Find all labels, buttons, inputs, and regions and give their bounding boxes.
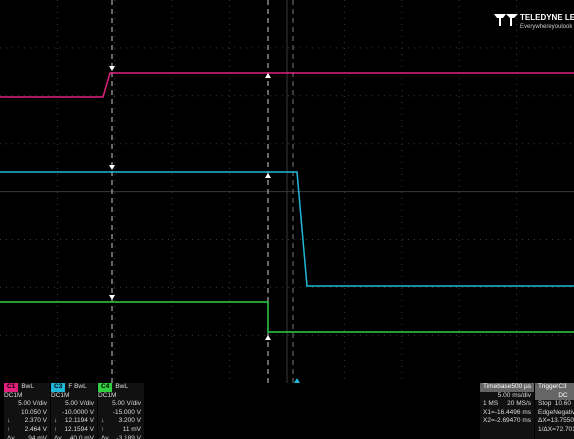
row-label: X1= (483, 408, 495, 416)
trace-c1 (0, 72, 574, 98)
row-value: 10.60 (554, 400, 571, 408)
row-value: Negative (553, 408, 574, 416)
channel-row: 5.00 V/div (98, 400, 144, 409)
trace-c3 (0, 171, 574, 287)
row-value: -16.4496 ms (494, 408, 531, 416)
channel-header: C4 BwL DC1M (98, 383, 144, 400)
row-label: Δy (7, 434, 15, 439)
channel-row: ↑ 2.464 V (4, 426, 50, 435)
row-value: 20 MS/s (507, 400, 531, 408)
row-value: -10.0000 V (62, 408, 94, 416)
row-label: ↓ (7, 417, 11, 425)
timebase-row: X1= -16.4496 ms (480, 409, 534, 418)
trace-c4 (0, 301, 574, 333)
channel-row: ↓ 2.370 V (4, 417, 50, 426)
row-label: ↓ (54, 417, 58, 425)
trigger-value: C3 DC (558, 383, 568, 399)
trigger-title: Trigger (538, 383, 559, 390)
logo-brand: TELEDYNE LECROY (520, 13, 574, 22)
row-value: 12.1194 V (64, 417, 94, 425)
row-label: ↓ (101, 417, 105, 425)
channel-header: C1 BwL DC1M (4, 383, 50, 400)
row-label: Edge (538, 408, 554, 416)
trigger-row: EdgeNegative (535, 409, 574, 418)
row-label: ↑ (54, 425, 58, 433)
row-value: -15.000 V (112, 408, 141, 416)
row-label: 1/ΔX= (538, 425, 556, 433)
channel-row: ↓ 3.200 V (98, 417, 144, 426)
row-value: -2.69470 ms (494, 417, 531, 425)
timebase-row: X2= -2.69470 ms (480, 417, 534, 426)
row-value: 5.00 ms/div (497, 391, 531, 399)
timebase-header: Timebase 500 µs (480, 383, 534, 392)
channel-row: ↑ 11 mV (98, 426, 144, 435)
row-label: 1 MS (483, 400, 499, 408)
row-label: X2= (483, 417, 495, 425)
row-value: 2.370 V (24, 417, 47, 425)
row-value: 3.200 V (118, 417, 141, 425)
channel-row: 5.00 V/div (51, 400, 97, 409)
channel-panel: C1 BwL DC1M 5.00 V/div 10.050 V ↓ 2.370 V ↑ 2.4… (4, 383, 50, 439)
timebase-panel: Timebase 500 µs 5.00 ms/div 1 MS 20 MS/s X1= -… (480, 383, 534, 439)
row-label: ↑ (7, 425, 11, 433)
row-label: Δy (54, 434, 62, 439)
channel-setup: BwL DC1M (4, 383, 34, 399)
trigger-header: Trigger C3 DC (535, 383, 574, 401)
timebase-row: 1 MS 20 MS/s (480, 400, 534, 409)
channel-row: -15.000 V (98, 409, 144, 418)
row-value: 5.00 V/div (65, 400, 94, 408)
channel-badge: C4 (98, 383, 113, 392)
trigger-marker (294, 378, 300, 383)
channel-row: Δy 94 mV (4, 435, 50, 439)
grid (0, 0, 574, 383)
channel-row: Δy -3.189 V (98, 435, 144, 439)
row-label: Stop (538, 400, 552, 408)
timebase-title: Timebase (483, 383, 512, 390)
channel-setup: BwL DC1M (98, 383, 128, 399)
row-value: 11 mV (122, 425, 141, 433)
trigger-row: 1/ΔX=72.7011 H (535, 426, 574, 435)
channel-header: C3 F BwL DC1M (51, 383, 97, 400)
row-label: ↑ (101, 425, 105, 433)
row-label: Δy (101, 434, 109, 439)
channel-row: ↑ 12.1594 V (51, 426, 97, 435)
logo-slogan: Everywhereyoulook (520, 24, 573, 30)
timebase-row: 5.00 ms/div (480, 392, 534, 401)
channel-badge: C1 (4, 383, 19, 392)
timebase-value: 500 µs (511, 383, 531, 390)
trigger-row: Stop 10.60 (535, 400, 574, 409)
channel-row: 5.00 V/div (4, 400, 50, 409)
row-value: 5.00 V/div (112, 400, 141, 408)
row-value: 40.0 mV (69, 434, 94, 439)
row-label: ΔX= (538, 417, 551, 425)
row-value: 72.7011 H (555, 425, 574, 433)
trigger-row: ΔX=13.7550 m (535, 417, 574, 426)
channel-badge: C3 (51, 383, 66, 392)
row-value: 94 mV (28, 434, 47, 439)
row-value: 13.7550 m (550, 417, 574, 425)
row-value: 2.464 V (24, 425, 47, 433)
channel-row: -10.0000 V (51, 409, 97, 418)
row-value: 5.00 V/div (18, 400, 47, 408)
waveform-display: TELEDYNE LECROY Everywhereyoulook (0, 0, 574, 383)
row-value: 10.050 V (20, 408, 47, 416)
channel-row: 10.050 V (4, 409, 50, 418)
channel-setup: F BwL DC1M (51, 383, 87, 399)
cursor-markers (109, 66, 271, 340)
channel-row: ↓ 12.1194 V (51, 417, 97, 426)
channel-row: Δy 40.0 mV (51, 435, 97, 439)
logo: TELEDYNE LECROY Everywhereyoulook (494, 13, 574, 30)
row-value: -3.189 V (116, 434, 141, 439)
row-value: 12.1594 V (64, 425, 94, 433)
channel-panel: C4 BwL DC1M 5.00 V/div -15.000 V ↓ 3.200 V ↑ 11… (98, 383, 144, 439)
channel-panel: C3 F BwL DC1M 5.00 V/div -10.0000 V ↓ 12.1194… (51, 383, 97, 439)
